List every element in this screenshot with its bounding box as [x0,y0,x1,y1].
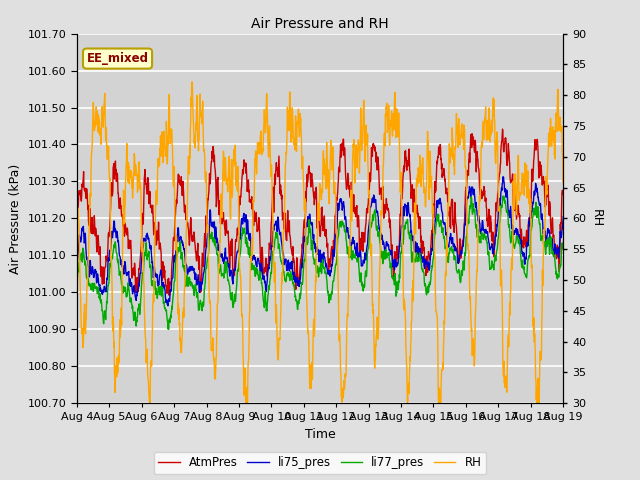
Legend: AtmPres, li75_pres, li77_pres, RH: AtmPres, li75_pres, li77_pres, RH [154,452,486,474]
li77_pres [131,315,138,321]
RH [290,137,298,143]
li75_pres [131,283,138,288]
RH [350,157,358,163]
AtmPres [131,272,138,278]
li77_pres [280,269,287,275]
li77_pres [290,282,298,288]
li75_pres [499,174,507,180]
li75_pres [290,274,298,279]
RH [131,151,138,156]
li75_pres [298,258,306,264]
li77_pres [73,290,81,296]
Line: li77_pres: li77_pres [77,196,563,329]
AtmPres [165,292,173,298]
AtmPres [280,210,287,216]
li75_pres [350,240,358,246]
AtmPres [559,192,567,197]
Y-axis label: RH: RH [590,209,603,228]
RH [73,191,81,196]
Y-axis label: Air Pressure (kPa): Air Pressure (kPa) [9,163,22,274]
Line: li75_pres: li75_pres [77,177,563,306]
li77_pres [164,326,172,332]
li77_pres [559,242,567,248]
li77_pres [499,193,507,199]
Line: AtmPres: AtmPres [77,129,563,295]
Text: EE_mixed: EE_mixed [86,52,148,65]
AtmPres [298,241,306,247]
RH [299,154,307,159]
RH [559,178,567,183]
RH [111,370,118,376]
li75_pres [559,214,567,220]
AtmPres [499,126,506,132]
li75_pres [280,252,287,258]
AtmPres [73,227,81,233]
AtmPres [350,192,358,198]
AtmPres [290,255,298,261]
AtmPres [111,176,118,182]
li75_pres [111,219,118,225]
li77_pres [350,254,358,260]
X-axis label: Time: Time [305,428,335,441]
Title: Air Pressure and RH: Air Pressure and RH [251,17,389,31]
li75_pres [164,303,172,309]
li77_pres [111,245,118,251]
RH [188,79,196,84]
RH [280,227,287,233]
Line: RH: RH [77,82,563,403]
li77_pres [298,281,306,287]
li75_pres [73,259,81,265]
RH [146,400,154,406]
